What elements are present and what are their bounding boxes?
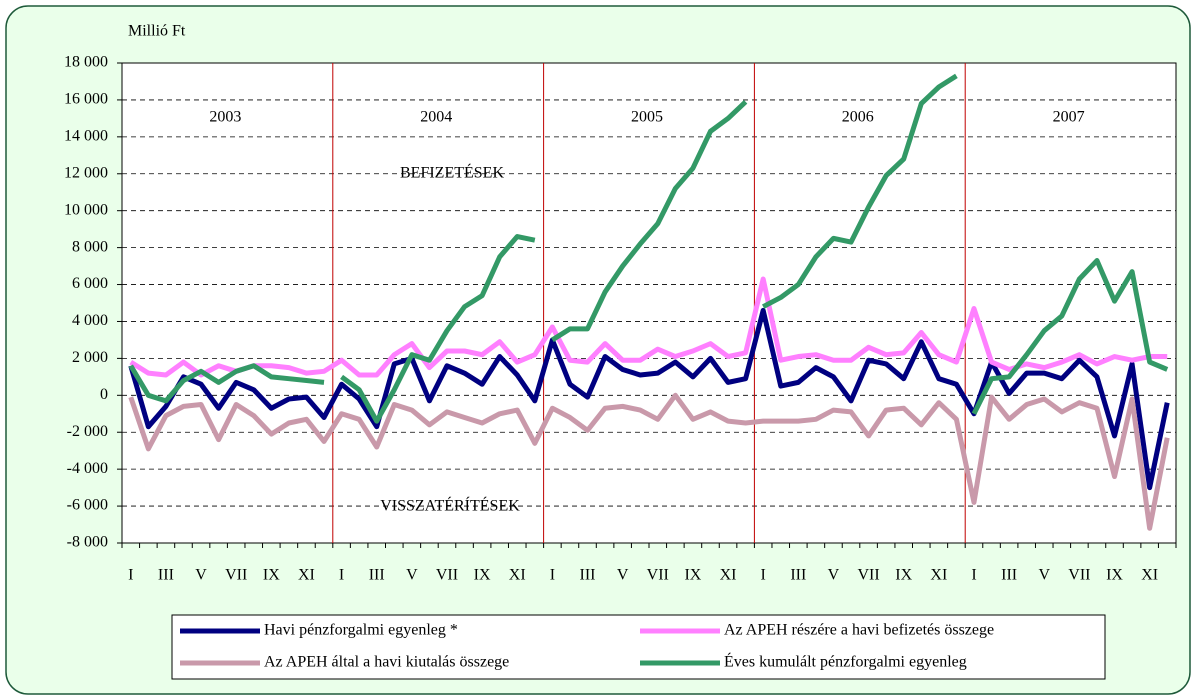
x-tick-label: XI [509,567,526,584]
y-tick-label: -8 000 [67,534,108,551]
x-tick-label: III [1001,567,1017,584]
x-tick-label: V [828,567,840,584]
legend [171,614,1106,680]
year-label: 2005 [631,109,663,126]
line-series [340,234,536,424]
annotation: VISSZATÉRÍTÉSEK [380,496,520,515]
x-tick-label: V [1038,567,1050,584]
x-tick-label: V [195,567,207,584]
y-tick-label: 14 000 [64,128,108,145]
y-tick-label: 8 000 [72,238,108,255]
y-tick-label: 12 000 [64,164,108,181]
legend-label: Havi pénzforgalmi egyenleg * [264,622,458,639]
plot-area [121,62,1177,544]
x-tick-label: IX [684,567,701,584]
line-series [551,99,748,343]
x-tick-label: V [406,567,418,584]
year-label: 2003 [209,109,241,126]
x-tick-label: I [550,567,555,584]
line-series [762,73,958,309]
y-tick-label: -6 000 [67,497,108,514]
x-tick-label: VII [647,567,669,584]
y-tick-label: -2 000 [67,423,108,440]
legend-label: Éves kumulált pénzforgalmi egyenleg [724,652,967,671]
x-tick-label: VII [225,567,247,584]
line-series [128,363,325,404]
x-tick-label: VII [436,567,458,584]
x-tick-label: I [128,567,133,584]
x-tick-label: VII [857,567,879,584]
x-tick-label: VII [1068,567,1090,584]
line-series [128,307,1170,491]
x-tick-label: I [971,567,976,584]
line-series [129,276,1168,378]
x-tick-label: XI [1141,567,1158,584]
y-tick-label: 0 [100,386,108,403]
line-series [128,392,1170,531]
legend-label: Az APEH által a havi kiutalás összege [264,654,509,671]
line-series [971,258,1169,415]
x-tick-label: IX [1106,567,1123,584]
y-tick-label: 2 000 [72,349,108,366]
x-tick-label: IX [895,567,912,584]
y-tick-label: 4 000 [72,312,108,329]
x-tick-label: III [158,567,174,584]
y-tick-label: 10 000 [64,201,108,218]
x-tick-label: III [369,567,385,584]
x-tick-label: IX [263,567,280,584]
year-label: 2004 [420,109,452,126]
x-tick-label: III [580,567,596,584]
y-tick-label: 6 000 [72,275,108,292]
annotation: BEFIZETÉSEK [400,163,504,182]
legend-label: Az APEH részére a havi befizetés összege [724,622,994,639]
x-tick-label: III [790,567,806,584]
x-tick-label: XI [720,567,737,584]
year-label: 2006 [842,109,874,126]
y-unit-label: Millió Ft [128,23,186,40]
x-tick-label: IX [474,567,491,584]
x-tick-label: XI [298,567,315,584]
x-tick-label: I [761,567,766,584]
x-tick-label: I [339,567,344,584]
year-label: 2007 [1053,109,1085,126]
y-tick-label: 18 000 [64,54,108,71]
x-tick-label: V [617,567,629,584]
y-tick-label: -4 000 [67,460,108,477]
y-tick-label: 16 000 [64,91,108,108]
x-tick-label: XI [930,567,947,584]
